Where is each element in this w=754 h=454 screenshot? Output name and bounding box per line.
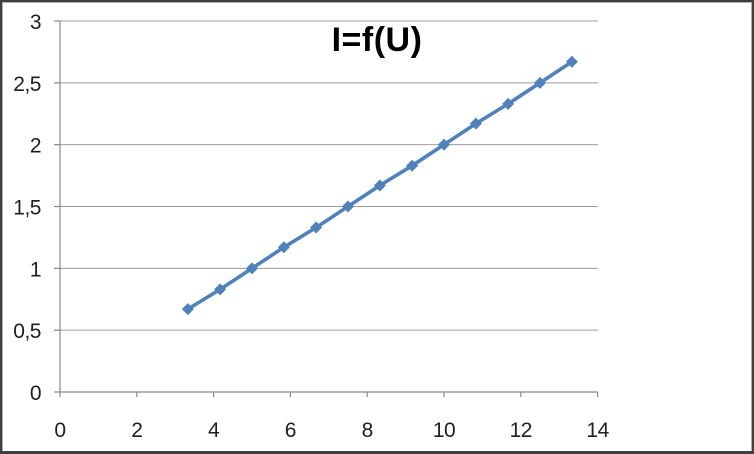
y-tick-label: 2 (30, 135, 41, 158)
data-point-marker (438, 138, 450, 151)
x-tick-label: 4 (208, 419, 220, 442)
data-point-marker (342, 200, 354, 213)
x-tick-label: 0 (54, 419, 65, 442)
data-point-marker (469, 117, 482, 130)
y-tick-label: 2,5 (13, 73, 41, 96)
data-point-marker (373, 179, 386, 192)
x-tick-label: 10 (433, 419, 455, 442)
x-tick-label: 2 (131, 419, 142, 442)
data-point-marker (406, 159, 419, 172)
data-point-marker (246, 262, 258, 275)
data-point-marker (565, 55, 578, 68)
data-point-marker (181, 303, 194, 316)
y-tick-label: 0 (30, 382, 41, 405)
x-tick-label: 12 (510, 419, 532, 442)
x-tick-label: 6 (285, 419, 296, 442)
y-tick-label: 1 (30, 258, 41, 281)
y-tick-label: 0,5 (13, 320, 41, 343)
data-point-marker (534, 76, 546, 89)
data-point-marker (310, 221, 323, 234)
data-point-marker (502, 97, 515, 110)
y-tick-label: 1,5 (13, 196, 41, 219)
data-point-marker (214, 283, 227, 296)
chart-title: I=f(U) (331, 21, 423, 59)
data-point-marker (277, 241, 290, 254)
x-tick-label: 8 (362, 419, 373, 442)
y-tick-label: 3 (30, 11, 41, 34)
x-tick-label: 14 (586, 419, 609, 442)
